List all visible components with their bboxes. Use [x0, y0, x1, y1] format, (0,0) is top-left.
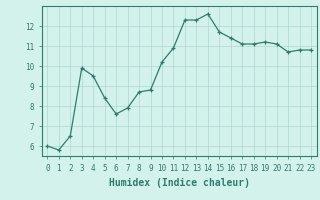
X-axis label: Humidex (Indice chaleur): Humidex (Indice chaleur): [109, 178, 250, 188]
